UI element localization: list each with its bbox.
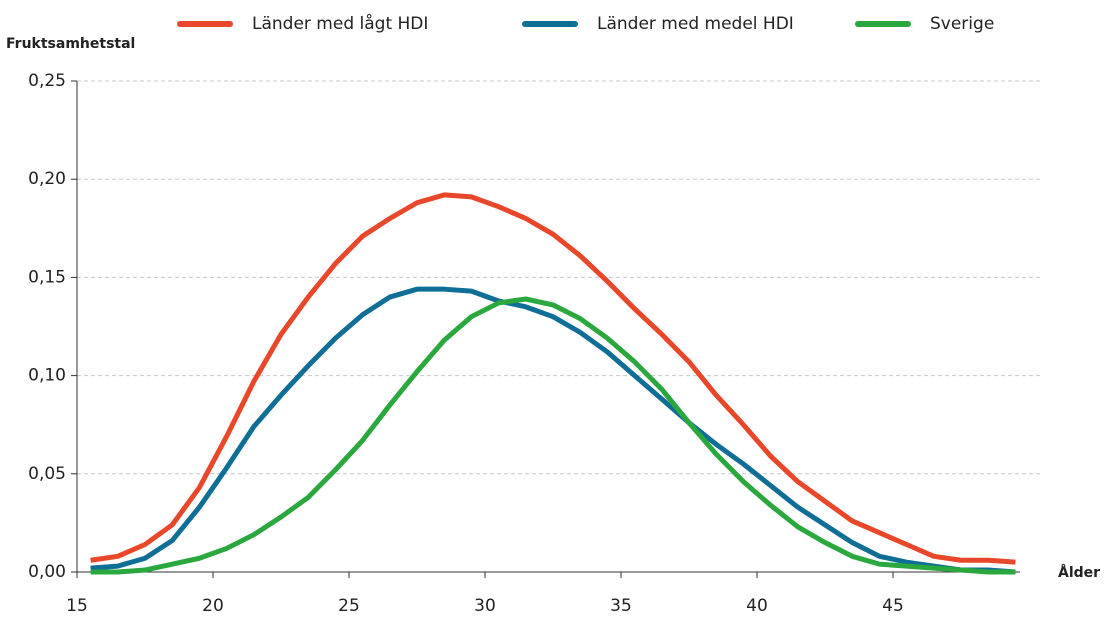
series-line bbox=[90, 192, 1016, 565]
series-line bbox=[90, 286, 1016, 575]
x-tick-label: 40 bbox=[746, 596, 768, 616]
y-tick-label: 0,20 bbox=[28, 169, 66, 189]
y-tick-label: 0,05 bbox=[28, 464, 66, 484]
y-tick-label: 0,00 bbox=[28, 562, 66, 582]
x-tick-label: 30 bbox=[474, 596, 496, 616]
x-tick-label: 35 bbox=[610, 596, 632, 616]
x-tick-label: 45 bbox=[882, 596, 904, 616]
y-tick-label: 0,15 bbox=[28, 267, 66, 287]
y-tick-label: 0,25 bbox=[28, 71, 66, 91]
x-axis-label: Ålder bbox=[1058, 564, 1100, 581]
y-tick-label: 0,10 bbox=[28, 366, 66, 386]
x-tick-label: 20 bbox=[202, 596, 224, 616]
legend-label: Sverige bbox=[930, 14, 994, 34]
y-axis-label: Fruktsamhetstal bbox=[6, 36, 135, 52]
x-tick-label: 25 bbox=[338, 596, 360, 616]
x-tick-label: 15 bbox=[66, 596, 88, 616]
legend-label: Länder med lågt HDI bbox=[252, 13, 428, 34]
legend-label: Länder med medel HDI bbox=[597, 14, 794, 34]
series-line bbox=[90, 296, 1016, 575]
